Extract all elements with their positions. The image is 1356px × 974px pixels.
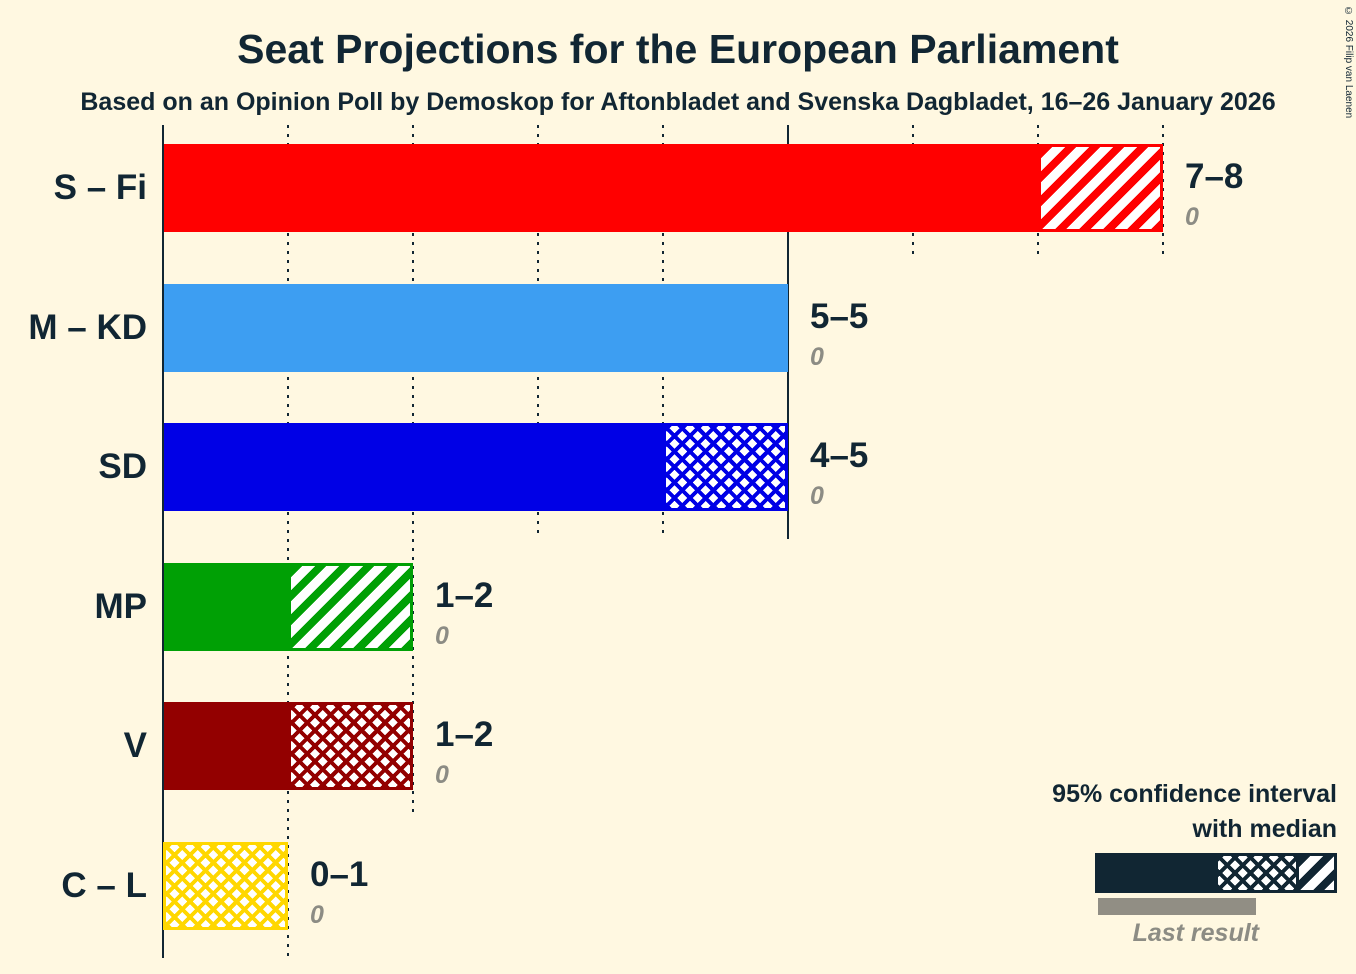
legend-title: 95% confidence interval with median xyxy=(1027,777,1337,847)
bar-solid-segment xyxy=(164,702,288,790)
confidence-interval-label: 1–2 xyxy=(435,715,494,754)
confidence-interval-label: 1–2 xyxy=(435,576,494,615)
party-label: V xyxy=(123,726,147,765)
copyright-note: © 2026 Filip van Laenen xyxy=(1343,6,1354,119)
bar-diagonal-segment xyxy=(288,563,413,651)
legend-crosshatch-segment xyxy=(1215,853,1299,893)
y-axis xyxy=(162,125,164,958)
legend-last-result-label: Last result xyxy=(1132,919,1259,947)
chart-subtitle: Based on an Opinion Poll by Demoskop for… xyxy=(80,88,1276,116)
last-result-value: 0 xyxy=(435,761,449,789)
confidence-interval-label: 0–1 xyxy=(310,855,369,894)
bar-crosshatch-segment xyxy=(163,842,288,930)
seat-gridline xyxy=(1162,125,1164,260)
last-result-value: 0 xyxy=(310,901,324,929)
legend-ci-sample-bar xyxy=(1095,853,1337,893)
last-result-value: 0 xyxy=(435,622,449,650)
legend-last-result-bar xyxy=(1098,898,1256,915)
bar-diagonal-segment xyxy=(1038,144,1163,232)
bar-crosshatch-segment xyxy=(663,423,788,511)
last-result-value: 0 xyxy=(810,482,824,510)
bar-solid-segment xyxy=(164,144,1038,232)
bar-crosshatch-segment xyxy=(288,702,413,790)
bar-solid-segment xyxy=(164,284,788,372)
last-result-value: 0 xyxy=(810,343,824,371)
party-label: S – Fi xyxy=(53,168,147,207)
party-label: MP xyxy=(94,587,148,626)
last-result-value: 0 xyxy=(1185,203,1199,231)
legend-diagonal-segment xyxy=(1299,853,1337,893)
solid-gridline xyxy=(787,125,789,539)
confidence-interval-label: 4–5 xyxy=(810,436,869,475)
legend-title-line2: with median xyxy=(1192,815,1337,843)
confidence-interval-label: 5–5 xyxy=(810,297,869,336)
party-label: M – KD xyxy=(28,308,147,347)
seat-gridline xyxy=(287,125,289,958)
party-label: C – L xyxy=(61,866,147,905)
bar-solid-segment xyxy=(164,423,663,511)
legend-title-line1: 95% confidence interval xyxy=(1052,780,1337,808)
legend-solid-segment xyxy=(1095,853,1215,893)
party-label: SD xyxy=(98,447,147,486)
confidence-interval-label: 7–8 xyxy=(1185,157,1244,196)
bar-solid-segment xyxy=(164,563,288,651)
legend: 95% confidence interval with median Last… xyxy=(1027,777,1337,962)
chart-title: Seat Projections for the European Parlia… xyxy=(237,26,1119,72)
